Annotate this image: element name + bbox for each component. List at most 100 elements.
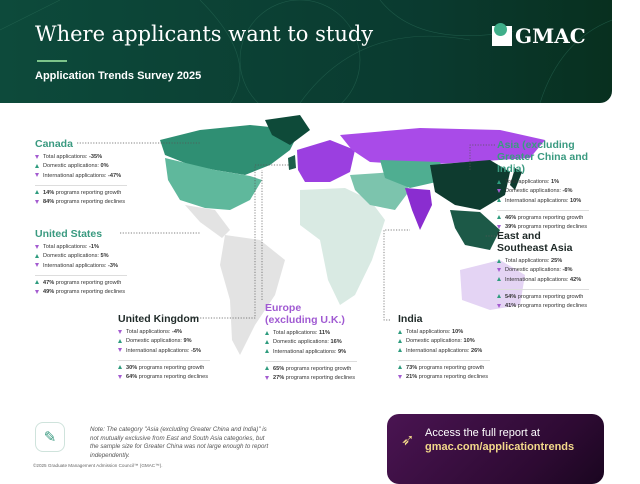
arrow-down-icon: [35, 244, 39, 249]
stat-label: Total applications:: [505, 179, 552, 185]
stat-domestic: Domestic applications: -8%: [497, 266, 589, 275]
stat-international: International applications: -5%: [118, 347, 210, 356]
arrow-up-icon: [265, 330, 269, 335]
map-india: [405, 188, 432, 230]
arrow-up-icon: [265, 366, 269, 371]
stat-value: 30%: [126, 364, 138, 371]
stat-label: International applications:: [406, 347, 471, 354]
stat-label: programs reporting growth: [284, 365, 352, 372]
gmac-logo: GMAC: [492, 23, 586, 48]
stat-total: Total applications: 10%: [398, 328, 490, 337]
arrow-down-icon: [118, 329, 122, 334]
stat-value: 47%: [43, 279, 55, 286]
divider: [35, 184, 127, 186]
stat-international: International applications: 10%: [497, 197, 612, 206]
stat-domestic: Domestic applications: 0%: [35, 162, 127, 171]
stat-total: Total applications: 11%: [265, 329, 357, 338]
map-russia: [340, 128, 545, 165]
arrow-down-icon: [497, 224, 501, 229]
arrow-down-icon: [118, 348, 122, 353]
region-europe: Europe (excluding U.K.) Total applicatio…: [265, 302, 357, 383]
stat-value: 25%: [551, 258, 563, 264]
arrow-up-icon: [35, 253, 39, 258]
arrow-up-icon: [497, 179, 501, 184]
header-banner: Where applicants want to study Applicati…: [0, 0, 612, 103]
divider: [118, 359, 210, 361]
stat-domestic: Domestic applications: 16%: [265, 338, 357, 347]
cta-text: Access the full report at: [425, 427, 540, 439]
region-united-kingdom: United Kingdom Total applications: -4% Do…: [118, 313, 210, 382]
stat-value: 0%: [100, 163, 109, 170]
stat-value: 14%: [43, 189, 55, 196]
arrow-up-icon: [497, 198, 501, 203]
map-japan: [510, 168, 522, 190]
stat-value: 46%: [505, 214, 517, 221]
stat-value: 1%: [551, 179, 560, 185]
edit-note-icon: ✎: [35, 422, 65, 452]
stat-value: 64%: [126, 374, 138, 381]
stat-label: programs reporting growth: [137, 364, 205, 371]
stat-label: Domestic applications:: [505, 188, 563, 195]
stat-value: 65%: [273, 365, 285, 372]
stat-total: Total applications: 25%: [497, 257, 589, 266]
stat-value: 27%: [273, 375, 285, 382]
divider: [265, 360, 357, 362]
region-title: India: [398, 313, 423, 325]
stat-label: programs reporting growth: [516, 293, 584, 300]
connector-asia: [469, 144, 495, 170]
stat-label: programs reporting declines: [54, 199, 126, 206]
stat-value: 73%: [406, 364, 418, 371]
page-subtitle: Application Trends Survey 2025: [35, 70, 202, 82]
stat-label: Total applications:: [43, 244, 90, 250]
stat-declines: 64% programs reporting declines: [118, 373, 210, 382]
map-south-america: [220, 235, 285, 355]
arrow-up-icon: [35, 190, 39, 195]
arrow-up-icon: [497, 215, 501, 220]
map-canada: [160, 125, 300, 175]
stat-value: 39%: [505, 224, 517, 231]
copyright: ©2025 Graduate Management Admission Coun…: [33, 463, 163, 468]
stat-label: Total applications:: [273, 330, 320, 336]
report-link[interactable]: gmac.com/applicationtrends: [425, 441, 575, 453]
arrow-up-icon: [118, 338, 122, 343]
stat-value: -35%: [89, 154, 103, 160]
arrow-up-icon: [35, 163, 39, 168]
map-central-america: [185, 205, 230, 238]
stat-value: 9%: [183, 338, 192, 345]
stat-label: Domestic applications:: [126, 338, 184, 345]
stat-value: -47%: [108, 172, 122, 179]
arrow-down-icon: [35, 263, 39, 268]
map-africa: [300, 188, 385, 305]
report-cta[interactable]: ➶ Access the full report at gmac.com/app…: [387, 414, 604, 484]
region-title: Canada: [35, 138, 73, 150]
stat-growth: 54% programs reporting growth: [497, 293, 589, 302]
stat-growth: 30% programs reporting growth: [118, 364, 210, 373]
stat-label: programs reporting growth: [54, 279, 122, 286]
stat-total: Total applications: 1%: [497, 178, 612, 187]
stat-label: programs reporting declines: [516, 224, 588, 231]
stat-growth: 46% programs reporting growth: [497, 214, 612, 223]
arrow-up-icon: [265, 339, 269, 344]
stat-label: Total applications:: [406, 329, 453, 335]
arrow-down-icon: [497, 267, 501, 272]
region-united-states: United States Total applications: -1% Dom…: [35, 228, 127, 297]
stat-value: 16%: [330, 339, 342, 346]
arrow-up-icon: [35, 280, 39, 285]
stat-value: 26%: [471, 347, 483, 354]
stat-declines: 49% programs reporting declines: [35, 288, 127, 297]
note-text: Note: The category "Asia (excluding Grea…: [90, 426, 269, 459]
arrow-down-icon: [497, 303, 501, 308]
stat-label: Domestic applications:: [273, 339, 331, 346]
arrow-up-icon: [497, 258, 501, 263]
background-pattern: [0, 0, 612, 103]
map-europe: [297, 140, 355, 182]
stat-label: programs reporting declines: [516, 303, 588, 310]
arrow-up-icon: [398, 365, 402, 370]
region-title: United Kingdom: [118, 313, 200, 325]
stat-label: Domestic applications:: [43, 163, 101, 170]
stat-declines: 27% programs reporting declines: [265, 374, 357, 383]
stat-value: -6%: [562, 188, 573, 195]
stat-label: Domestic applications:: [505, 267, 563, 274]
stat-declines: 84% programs reporting declines: [35, 198, 127, 207]
stat-value: 54%: [505, 293, 517, 300]
